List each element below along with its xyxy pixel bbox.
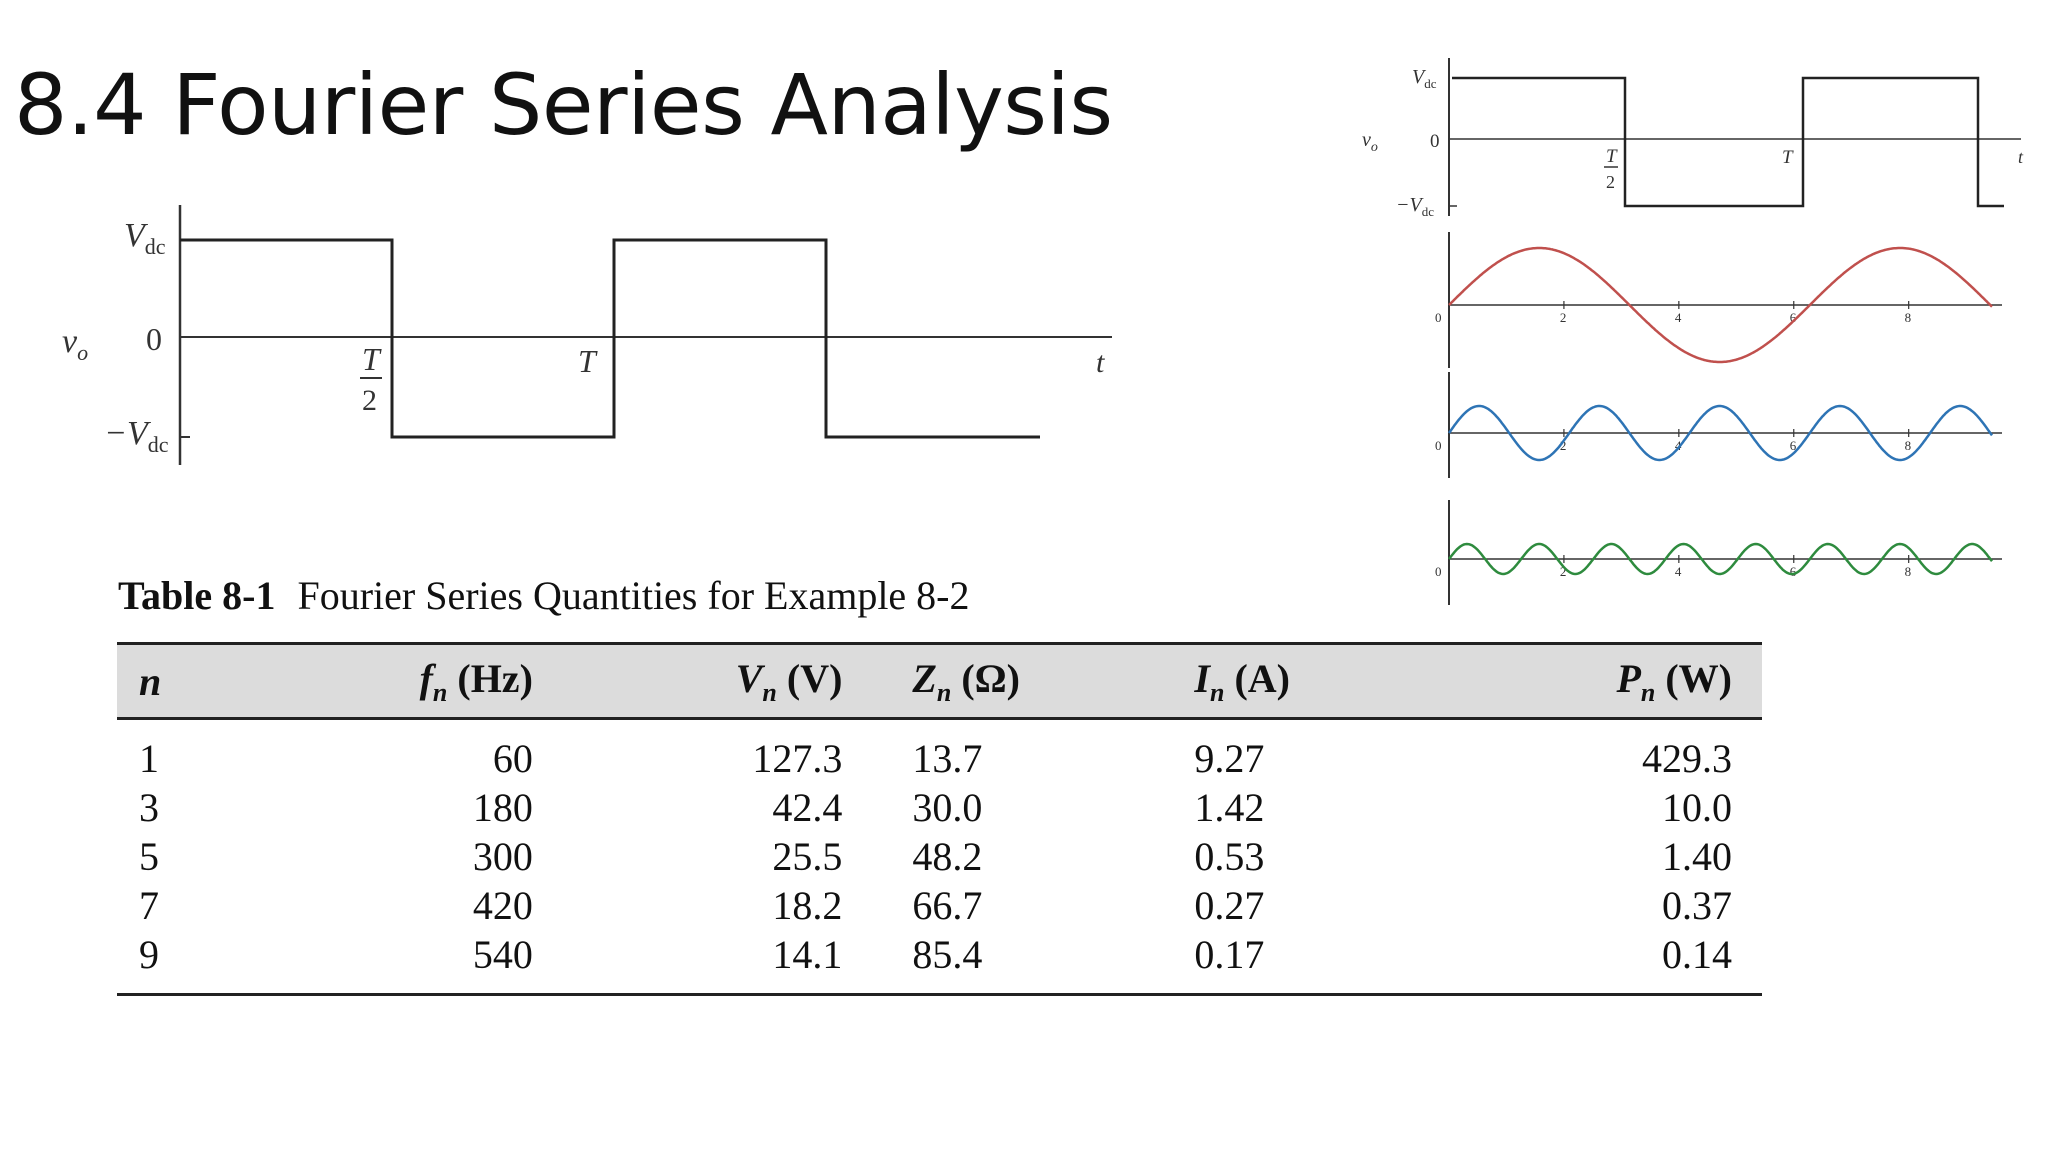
cell-in: 0.27	[1194, 883, 1265, 928]
header-n: n	[117, 642, 274, 720]
third-harmonic-plot: 0 2 4 6 8	[1435, 372, 2002, 478]
cell-fn: 540	[273, 930, 533, 996]
header-fn: fn (Hz)	[273, 642, 533, 720]
period-label: T	[578, 343, 598, 379]
small-vdc-label: Vdc	[1412, 66, 1437, 91]
cell-vn: 25.5	[772, 834, 843, 879]
tick-label: 4	[1675, 564, 1682, 579]
header-in: In (A)	[1184, 642, 1467, 720]
fundamental-plot: 0 2 4 6 8	[1435, 232, 2002, 368]
harmonic-plots: 0 2 4 6 8 0 2 4 6 8 0 2 4 6 8	[1435, 232, 2002, 605]
fundamental-curve	[1448, 246, 1993, 364]
small-neg-vdc-label: −Vdc	[1396, 194, 1434, 219]
small-vo-label: vo	[1362, 129, 1378, 155]
tick-label: 0	[1435, 438, 1442, 453]
tick-label: 0	[1435, 310, 1442, 325]
tick-label: 6	[1790, 438, 1797, 453]
small-waveform: vo Vdc 0 −Vdc T 2 T t	[1362, 58, 2024, 219]
tick-label: 6	[1790, 564, 1797, 579]
zero-label: 0	[146, 321, 162, 357]
header-pn: Pn (W)	[1466, 642, 1762, 720]
cell-in: 0.17	[1184, 930, 1467, 996]
cell-fn: 60	[492, 736, 533, 781]
cell-zn: 85.4	[842, 930, 1185, 996]
fifth-harmonic-curve	[1448, 542, 1993, 576]
cell-fn: 420	[472, 883, 533, 928]
tick-label: 8	[1905, 438, 1912, 453]
tick-label: 2	[1560, 310, 1567, 325]
third-harmonic-curve	[1447, 404, 1994, 462]
cell-zn: 66.7	[912, 883, 983, 928]
header-zn: Zn (Ω)	[842, 642, 1185, 720]
tick-label: 2	[1560, 438, 1567, 453]
small-zero-label: 0	[1430, 131, 1440, 152]
table-row: 5 300 25.5 48.2 0.53 1.40	[117, 832, 1762, 881]
small-half-period-num: T	[1606, 146, 1618, 167]
cell-zn: 48.2	[912, 834, 983, 879]
vdc-label: Vdc	[124, 217, 166, 259]
cell-zn: 13.7	[912, 736, 983, 781]
cell-pn: 429.3	[1642, 736, 1732, 781]
cell-pn: 0.37	[1662, 883, 1732, 928]
tick-label: 8	[1905, 564, 1912, 579]
cell-in: 1.42	[1194, 785, 1265, 830]
table-row: 1 60 127.3 13.7 9.27 429.3	[117, 719, 1762, 784]
tick-label: 6	[1790, 310, 1797, 325]
cell-vn: 14.1	[532, 930, 843, 996]
fourier-quantities-table: n fn (Hz) Vn (V) Zn (Ω) In (A) Pn (W) 1 …	[117, 642, 1762, 996]
cell-vn: 127.3	[752, 736, 843, 781]
table-caption-text: Fourier Series Quantities for Example 8-…	[297, 573, 970, 618]
table-caption-number: Table 8-1	[118, 573, 276, 618]
cell-zn: 30.0	[912, 785, 983, 830]
tick-label: 2	[1560, 564, 1567, 579]
small-time-label: t	[2018, 147, 2024, 167]
square-wave	[180, 238, 1040, 439]
cell-pn: 1.40	[1662, 834, 1732, 879]
cell-n: 9	[117, 930, 274, 996]
tick-label: 4	[1675, 438, 1682, 453]
tick-label: 8	[1905, 310, 1912, 325]
half-period-num: T	[362, 341, 382, 377]
cell-n: 1	[139, 736, 159, 781]
slide-title: 8.4 Fourier Series Analysis	[14, 56, 1113, 154]
tick-label: 0	[1435, 564, 1442, 579]
main-waveform: vo Vdc 0 −Vdc T 2 T t	[62, 205, 1112, 465]
cell-n: 7	[139, 883, 159, 928]
cell-n: 3	[139, 785, 159, 830]
cell-vn: 18.2	[772, 883, 843, 928]
cell-pn: 0.14	[1466, 930, 1762, 996]
header-vn: Vn (V)	[532, 642, 843, 720]
time-label: t	[1096, 346, 1105, 379]
half-period-den: 2	[362, 384, 377, 417]
fifth-harmonic-plot: 0 2 4 6 8	[1435, 500, 2002, 605]
cell-n: 5	[139, 834, 159, 879]
cell-fn: 180	[472, 785, 533, 830]
table-row: 9 540 14.1 85.4 0.17 0.14	[117, 930, 1762, 996]
tick-label: 4	[1675, 310, 1682, 325]
vo-label: vo	[62, 323, 88, 365]
table-row: 3 180 42.4 30.0 1.42 10.0	[117, 783, 1762, 832]
neg-vdc-label: −Vdc	[104, 415, 169, 457]
small-square-wave	[1452, 76, 2004, 208]
cell-vn: 42.4	[772, 785, 843, 830]
small-period-label: T	[1782, 147, 1794, 168]
cell-in: 9.27	[1194, 736, 1265, 781]
table-row: 7 420 18.2 66.7 0.27 0.37	[117, 881, 1762, 930]
cell-fn: 300	[472, 834, 533, 879]
table-header-row: n fn (Hz) Vn (V) Zn (Ω) In (A) Pn (W)	[117, 642, 1762, 720]
cell-pn: 10.0	[1662, 785, 1732, 830]
cell-in: 0.53	[1194, 834, 1265, 879]
small-half-period-den: 2	[1606, 172, 1615, 192]
table-caption: Table 8-1 Fourier Series Quantities for E…	[118, 572, 970, 619]
